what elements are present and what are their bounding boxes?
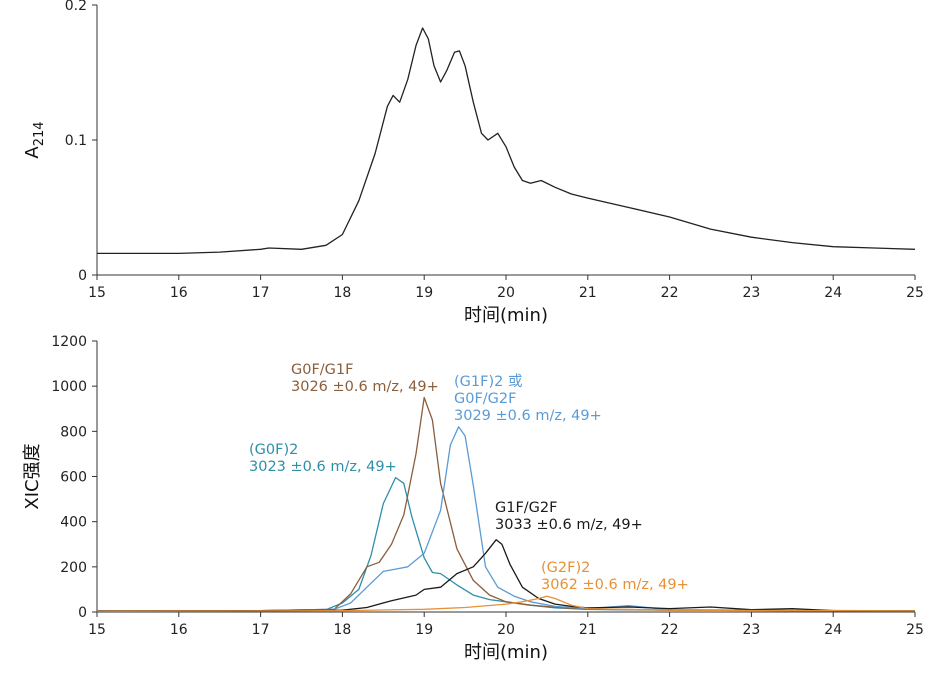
x-tick-label: 19 bbox=[415, 622, 433, 638]
x-tick-label: 21 bbox=[579, 622, 597, 638]
x-tick-label: 25 bbox=[906, 285, 924, 301]
y-tick-label: 0 bbox=[78, 268, 87, 284]
annotation-line: (G1F)2 或 bbox=[454, 373, 522, 390]
series-line-5 bbox=[96, 595, 916, 612]
x-tick-label: 25 bbox=[906, 622, 924, 638]
x-tick-label: 18 bbox=[333, 285, 351, 301]
x-tick-label: 23 bbox=[742, 285, 760, 301]
series-annotation-2: (G1F)2 或 G0F/G2F 3029 ±0.6 m/z, 49+ bbox=[454, 373, 602, 424]
annotation-line: 3026 ±0.6 m/z, 49+ bbox=[291, 379, 439, 395]
annotation-line: 3062 ±0.6 m/z, 49+ bbox=[541, 577, 689, 593]
x-tick-label: 16 bbox=[170, 285, 188, 301]
x-tick-label: 15 bbox=[88, 285, 106, 301]
series-annotation-5: (G2F)2 3062 ±0.6 m/z, 49+ bbox=[541, 560, 689, 593]
series-line-1 bbox=[97, 27, 916, 255]
series-annotation-1: G0F/G1F 3026 ±0.6 m/z, 49+ bbox=[291, 362, 439, 395]
series-line-4 bbox=[96, 539, 916, 612]
x-tick-label: 17 bbox=[252, 622, 270, 638]
y-tick-label: 800 bbox=[60, 424, 87, 440]
y-axis-title-main: A bbox=[22, 146, 43, 159]
x-tick-label: 22 bbox=[661, 285, 679, 301]
annotation-line: G0F/G2F bbox=[454, 391, 517, 407]
x-tick-label: 24 bbox=[824, 622, 842, 638]
series-line-2 bbox=[96, 396, 916, 612]
y-tick-label: 0.2 bbox=[65, 0, 87, 14]
x-tick-label: 20 bbox=[497, 622, 515, 638]
y-tick-label: 0.1 bbox=[65, 133, 87, 149]
x-tick-label: 17 bbox=[252, 285, 270, 301]
xic-chromatogram-panel: 15 16 17 18 19 20 21 22 23 24 25 0 200 400 600 800 1000 1… bbox=[22, 334, 924, 663]
x-tick-label: 16 bbox=[170, 622, 188, 638]
y-tick-label: 1000 bbox=[51, 379, 87, 395]
y-tick-label: 0 bbox=[78, 605, 87, 621]
series-annotation-3: (G0F)2 3023 ±0.6 m/z, 49+ bbox=[249, 442, 397, 475]
annotation-line: (G2F)2 bbox=[541, 560, 590, 576]
series-annotation-4: G1F/G2F 3033 ±0.6 m/z, 49+ bbox=[495, 500, 643, 533]
x-tick-label: 23 bbox=[742, 622, 760, 638]
x-tick-label: 18 bbox=[333, 622, 351, 638]
y-tick-label: 200 bbox=[60, 560, 87, 576]
y-axis-title: XIC强度 bbox=[22, 443, 43, 509]
x-tick-label: 19 bbox=[415, 285, 433, 301]
annotation-line: 3033 ±0.6 m/z, 49+ bbox=[495, 517, 643, 533]
x-tick-label: 20 bbox=[497, 285, 515, 301]
series-line-3 bbox=[96, 426, 916, 612]
x-axis-title: 时间(min) bbox=[464, 305, 548, 326]
y-tick-label: 1200 bbox=[51, 334, 87, 350]
x-tick-label: 21 bbox=[579, 285, 597, 301]
annotation-line: G0F/G1F bbox=[291, 362, 354, 378]
y-axis-title-subscript: 214 bbox=[32, 121, 47, 146]
uv-chromatogram-panel: 15 16 17 18 19 20 21 22 23 24 25 0 0.1 0.2 时间(min) A214 bbox=[22, 0, 924, 326]
x-tick-label: 15 bbox=[88, 622, 106, 638]
x-tick-label: 24 bbox=[824, 285, 842, 301]
annotation-line: G1F/G2F bbox=[495, 500, 558, 516]
y-axis-title: A214 bbox=[22, 121, 47, 158]
y-tick-label: 400 bbox=[60, 515, 87, 531]
x-tick-label: 22 bbox=[661, 622, 679, 638]
annotation-line: 3023 ±0.6 m/z, 49+ bbox=[249, 459, 397, 475]
annotation-line: (G0F)2 bbox=[249, 442, 298, 458]
annotation-line: 3029 ±0.6 m/z, 49+ bbox=[454, 408, 602, 424]
y-tick-label: 600 bbox=[60, 470, 87, 486]
x-axis-title: 时间(min) bbox=[464, 642, 548, 663]
